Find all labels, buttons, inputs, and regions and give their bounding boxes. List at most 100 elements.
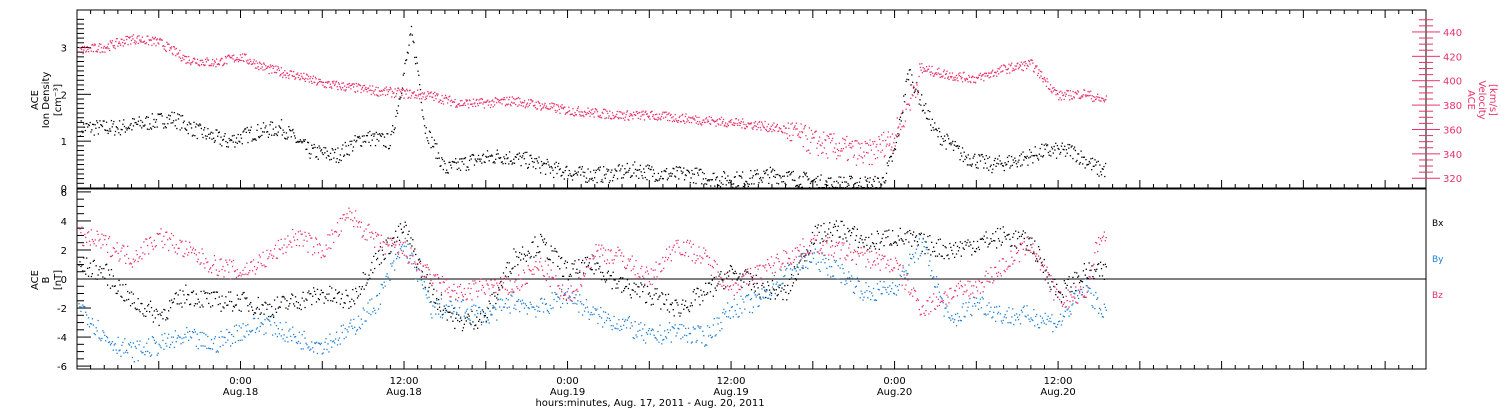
density-point [150, 127, 152, 129]
b-by-point [932, 277, 934, 279]
velocity-point [682, 119, 684, 122]
b-bx-point [596, 262, 598, 264]
b-by-point [191, 330, 194, 333]
density-point [742, 185, 745, 188]
velocity-point [183, 58, 185, 61]
b-bx-point [655, 292, 657, 295]
b-bx-point [964, 240, 966, 243]
density-point [198, 125, 200, 127]
density-point [450, 164, 452, 166]
velocity-point [103, 45, 105, 48]
b-by-point [146, 342, 148, 344]
b-by-point [283, 334, 285, 336]
velocity-point [1087, 90, 1089, 93]
velocity-point [180, 60, 182, 62]
b-by-point [829, 276, 832, 278]
velocity-point [517, 105, 519, 107]
density-point [833, 181, 835, 183]
density-point [892, 152, 894, 155]
b-bx-point [920, 232, 922, 234]
velocity-point [490, 104, 492, 106]
velocity-point [367, 87, 370, 89]
density-point [406, 51, 409, 53]
velocity-point [476, 98, 478, 101]
velocity-point [893, 142, 895, 144]
b-by-point [642, 328, 644, 330]
velocity-point [387, 91, 389, 93]
velocity-point [645, 110, 647, 112]
velocity-point [973, 76, 975, 79]
b-by-point [279, 322, 281, 324]
density-point [319, 147, 321, 149]
density-point [591, 177, 593, 179]
velocity-point [483, 107, 486, 109]
density-point [1077, 153, 1080, 155]
velocity-point [942, 70, 945, 73]
velocity-point [89, 47, 92, 49]
velocity-point [547, 107, 549, 110]
velocity-point [825, 139, 827, 142]
b-by-point [817, 261, 819, 264]
b-bx-point [749, 273, 752, 275]
b-bx-point [193, 305, 196, 307]
b-by-point [575, 294, 577, 296]
velocity-point [720, 116, 723, 118]
b-bx-point [346, 294, 348, 297]
density-point [157, 113, 159, 115]
density-point [593, 177, 596, 179]
b-by-point [267, 318, 269, 321]
b-by-point [232, 335, 235, 338]
b-by-point [136, 340, 138, 342]
b-bx-point [708, 282, 711, 284]
b-bx-point [96, 278, 98, 280]
density-point [1074, 149, 1077, 152]
b-bx-point [693, 289, 695, 291]
velocity-point [1080, 96, 1082, 98]
b-by-point [555, 293, 557, 295]
b-bx-point [960, 255, 962, 257]
b-by-point [262, 323, 264, 326]
b-bx-point [860, 234, 862, 237]
velocity-point [592, 108, 594, 110]
velocity-point [964, 79, 967, 82]
b-bx-point [767, 284, 770, 287]
b-by-point [236, 330, 238, 332]
density-point [740, 175, 742, 177]
b-by-point [375, 295, 378, 297]
b-bx-point [715, 289, 717, 292]
b-by-point [78, 303, 80, 305]
velocity-point [922, 67, 924, 69]
density-point [617, 165, 619, 167]
b-by-point [130, 346, 133, 348]
density-point [983, 158, 986, 160]
density-point [156, 126, 158, 128]
density-point [401, 87, 404, 89]
velocity-point [826, 135, 828, 137]
b-bx-point [600, 271, 602, 273]
velocity-point [487, 104, 490, 106]
velocity-point [246, 62, 248, 64]
density-point [587, 168, 589, 170]
velocity-point [562, 107, 564, 109]
velocity-point [703, 119, 705, 121]
density-point [665, 170, 667, 173]
density-point [941, 144, 943, 146]
velocity-point [1015, 65, 1018, 67]
b-by-point [187, 331, 189, 333]
b-bx-point [1092, 275, 1094, 278]
velocity-point [773, 122, 775, 124]
density-point [986, 167, 988, 169]
velocity-point [470, 103, 472, 105]
velocity-point [828, 137, 830, 140]
b-by-point [428, 296, 430, 298]
density-point [600, 180, 602, 183]
velocity-point [324, 85, 326, 88]
velocity-point [1015, 68, 1017, 70]
velocity-point [1047, 87, 1050, 90]
density-point [531, 160, 534, 163]
b-by-point [349, 322, 351, 324]
velocity-point [977, 77, 979, 80]
b-bx-point [219, 303, 221, 305]
density-point [388, 147, 391, 150]
b-by-point [611, 328, 613, 331]
